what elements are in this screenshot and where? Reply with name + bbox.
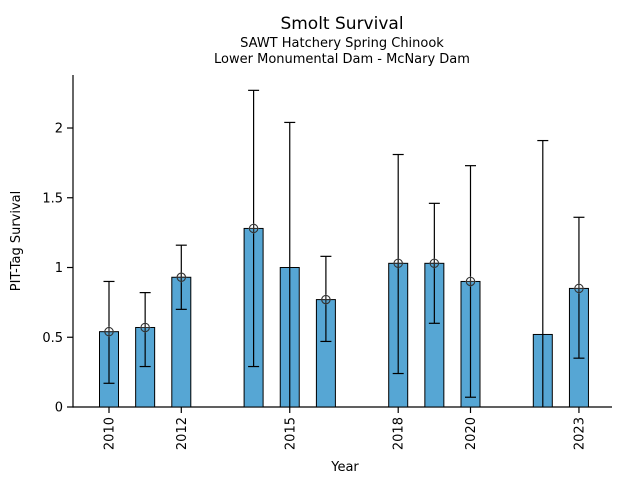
estimate-marker-2016 [321,294,331,305]
y-axis-label: PIT-Tag Survival [9,191,24,291]
x-tick-label-2023: 2023 [572,417,587,450]
estimate-marker-2012 [176,272,187,283]
x-tick-label-2010: 2010 [103,417,118,450]
estimate-marker-2010 [104,326,114,337]
estimate-marker-2019 [429,258,440,269]
y-tick-label-0: 0 [55,401,63,416]
y-tick-label-2: 2 [55,122,63,137]
estimate-marker-2014 [248,223,259,234]
plot-area: 0 0.5 1 1.5 2 2010 2012 2015 2018 2020 2023 [42,75,612,450]
y-tick-label-1: 1 [55,261,63,276]
x-tick-label-2018: 2018 [392,417,407,450]
chart-title: Smolt Survival [280,14,403,34]
x-axis-label: Year [330,460,359,475]
estimate-marker-2020 [465,276,476,287]
estimate-marker-2023 [574,283,584,294]
chart-subtitle-line2: Lower Monumental Dam - McNary Dam [214,52,470,67]
y-tick-label-1.5: 1.5 [42,191,63,206]
x-tick-label-2015: 2015 [283,417,298,450]
y-tick-label-0.5: 0.5 [42,331,63,346]
x-tick-label-2020: 2020 [464,417,479,450]
estimate-marker-2018 [393,258,403,269]
x-tick-label-2012: 2012 [175,417,190,450]
estimate-marker-2011 [140,322,150,333]
chart-subtitle-line1: SAWT Hatchery Spring Chinook [240,36,444,51]
